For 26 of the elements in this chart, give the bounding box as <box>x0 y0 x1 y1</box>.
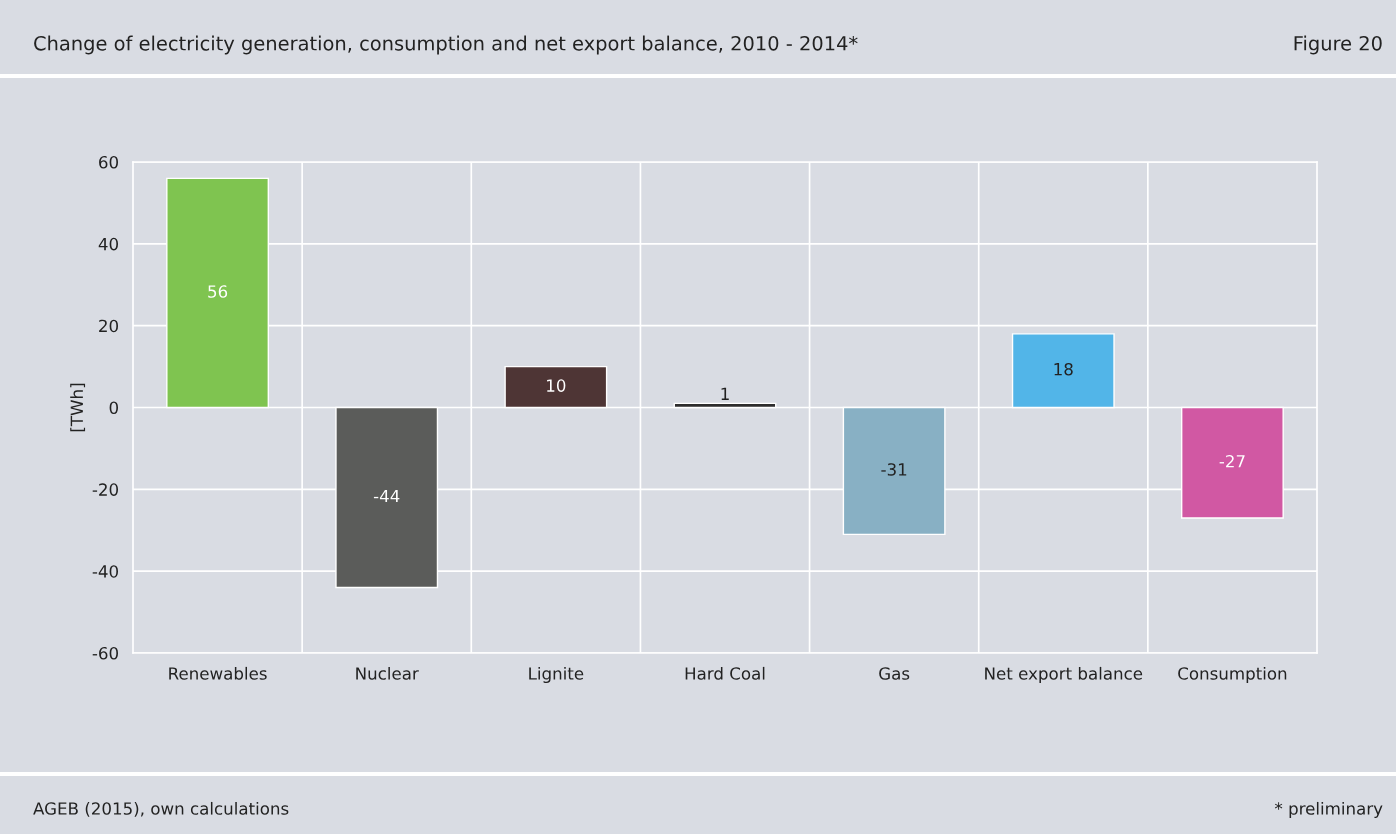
data-label: 18 <box>1054 362 1073 376</box>
y-tick-label: 0 <box>109 401 118 415</box>
x-tick-label: Net export balance <box>985 666 1143 684</box>
x-tick-label: Gas <box>879 667 910 680</box>
data-label: 56 <box>208 285 228 298</box>
data-label: -44 <box>373 489 400 503</box>
text: AGEB (2015), own calculations <box>33 801 289 817</box>
chart-title: Change of electricity generation, consumption and net export balance, 2010 - 2014* <box>34 35 858 55</box>
x-tick-label: Nuclear <box>356 666 419 680</box>
x-tick-label: Renewables <box>169 666 267 680</box>
caption: Figure 20 <box>1294 35 1382 55</box>
y-axis-title: [TWh] <box>70 383 86 432</box>
data-label: -31 <box>881 463 907 476</box>
x-tick-label: Consumption <box>1178 666 1287 684</box>
y-tick-label: -20 <box>92 483 118 496</box>
data-label: 1 <box>721 387 729 400</box>
y-tick-label: 60 <box>99 155 118 169</box>
text: * preliminary <box>1274 801 1383 819</box>
y-tick-label: 20 <box>99 319 118 333</box>
x-tick-label: Lignite <box>529 666 584 684</box>
x-tick-label: Hard Coal <box>685 666 765 680</box>
y-tick-label: -40 <box>92 565 118 578</box>
y-tick-label: 40 <box>98 237 118 251</box>
y-tick-label: -60 <box>92 646 118 660</box>
data-label: 10 <box>547 379 566 392</box>
data-label: -27 <box>1219 454 1245 468</box>
